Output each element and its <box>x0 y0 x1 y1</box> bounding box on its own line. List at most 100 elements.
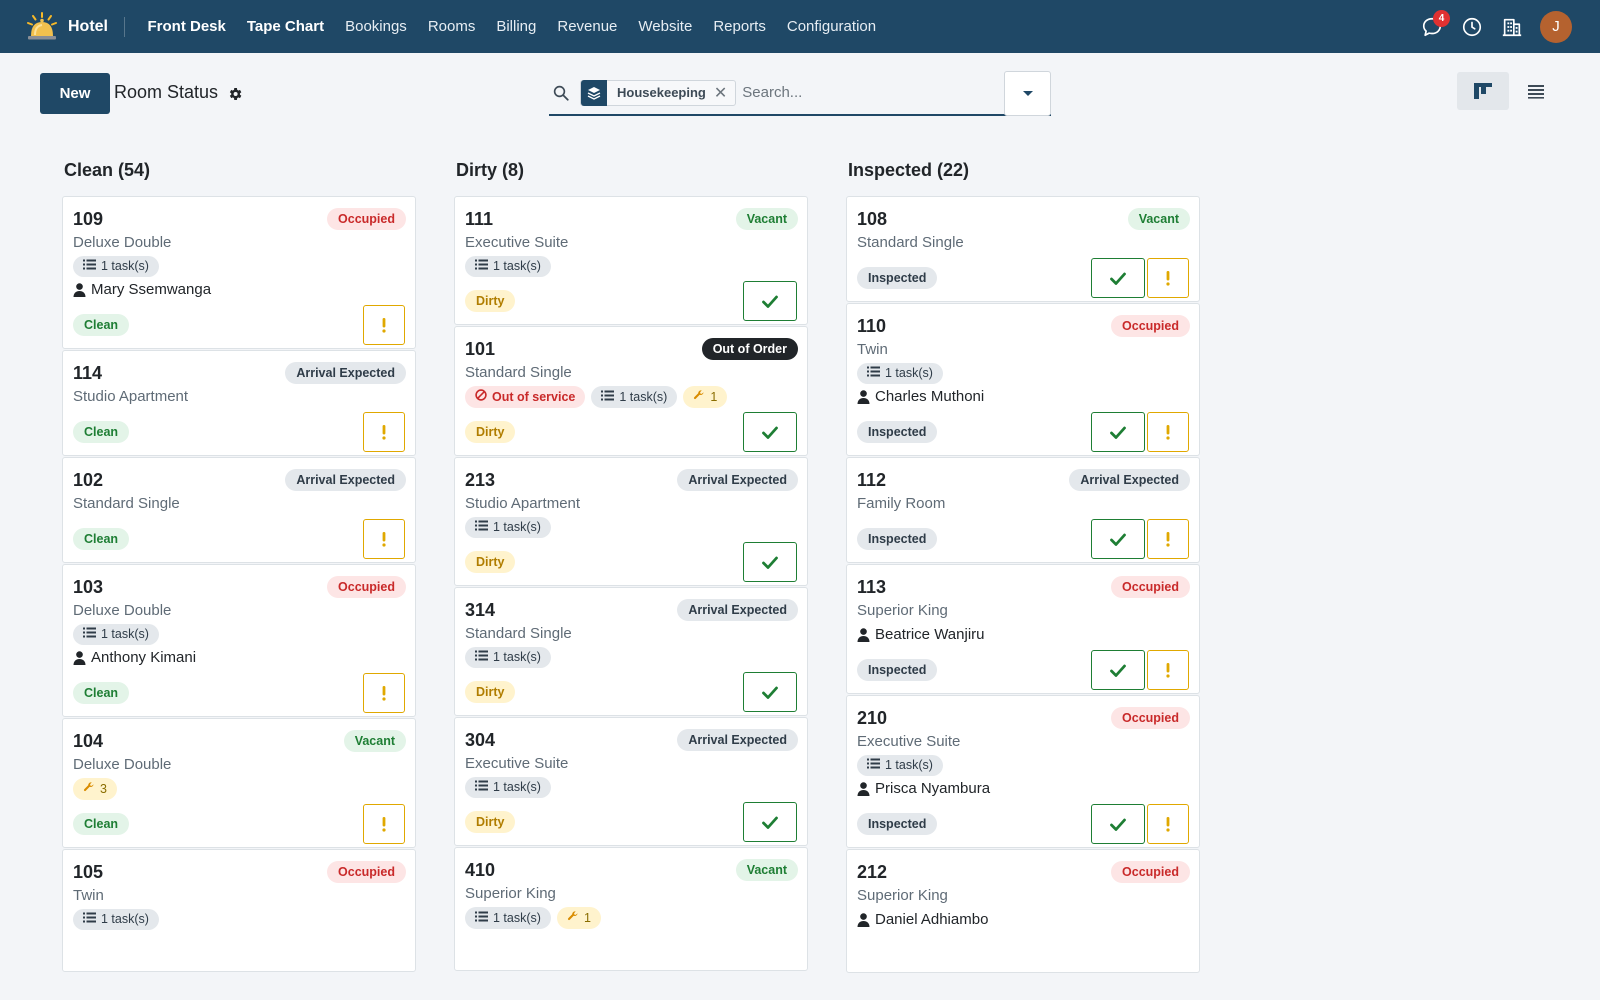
mark-inspected-button[interactable] <box>743 412 797 452</box>
exclamation-icon <box>381 531 387 547</box>
room-card[interactable]: 112 Family Room Arrival Expected Inspected <box>846 457 1200 563</box>
nav-item-rooms[interactable]: Rooms <box>427 18 476 35</box>
tasks-pill[interactable]: 1 task(s) <box>465 907 551 929</box>
task-list-icon <box>475 650 488 665</box>
report-issue-button[interactable] <box>363 305 405 345</box>
tasks-pill[interactable]: 1 task(s) <box>73 909 159 930</box>
maintenance-count: 1 <box>710 389 718 404</box>
report-issue-button[interactable] <box>363 412 405 452</box>
nav-item-front-desk[interactable]: Front Desk <box>147 18 226 35</box>
maintenance-pill[interactable]: 3 <box>73 778 117 800</box>
room-card[interactable]: 109 Deluxe Double Occupied 1 task(s) Mary Ss… <box>62 196 416 349</box>
room-card[interactable]: 104 Deluxe Double Vacant 3 Clean <box>62 718 416 848</box>
report-issue-button[interactable] <box>363 673 405 713</box>
report-issue-button[interactable] <box>1147 804 1189 844</box>
housekeeping-status-badge: Clean <box>73 528 130 550</box>
maintenance-pill[interactable]: 1 <box>683 386 728 408</box>
room-card[interactable]: 113 Superior King Occupied Beatrice Wanjiru… <box>846 564 1200 694</box>
room-type: Executive Suite <box>857 733 961 750</box>
nav-item-tape-chart[interactable]: Tape Chart <box>246 18 325 35</box>
room-card[interactable]: 108 Standard Single Vacant Inspected <box>846 196 1200 302</box>
room-number: 213 <box>465 470 496 490</box>
room-card[interactable]: 101 Standard Single Out of Order Out of ser… <box>454 326 808 456</box>
mark-inspected-button[interactable] <box>743 281 797 321</box>
room-type: Executive Suite <box>465 234 569 251</box>
tasks-pill[interactable]: 1 task(s) <box>73 256 159 277</box>
nav-item-reports[interactable]: Reports <box>713 18 766 35</box>
housekeeping-status-badge: Inspected <box>857 528 938 550</box>
list-view-button[interactable] <box>1510 72 1562 110</box>
nav-item-bookings[interactable]: Bookings <box>345 18 407 35</box>
room-card[interactable]: 102 Standard Single Arrival Expected Clean <box>62 457 416 563</box>
mark-inspected-button[interactable] <box>1091 650 1145 690</box>
card-actions <box>1091 519 1189 559</box>
kanban-icon <box>1474 83 1492 99</box>
tasks-pill[interactable]: 1 task(s) <box>73 624 159 645</box>
housekeeping-status-badge: Clean <box>73 421 130 443</box>
card-actions <box>1091 650 1189 690</box>
room-card[interactable]: 210 Executive Suite Occupied 1 task(s) Prisc… <box>846 695 1200 848</box>
new-button[interactable]: New <box>40 73 110 114</box>
gear-icon[interactable] <box>227 86 243 102</box>
report-issue-button[interactable] <box>1147 258 1189 298</box>
room-card[interactable]: 114 Studio Apartment Arrival Expected Clean <box>62 350 416 456</box>
nav-item-billing[interactable]: Billing <box>496 18 537 35</box>
room-type: Superior King <box>465 885 556 902</box>
report-issue-button[interactable] <box>363 804 405 844</box>
search-input[interactable] <box>742 84 993 101</box>
mark-inspected-button[interactable] <box>1091 258 1145 298</box>
card-actions <box>363 804 405 844</box>
kanban-column: Dirty (8) 111 Executive Suite Vacant 1 task(… <box>454 156 808 980</box>
housekeeping-status-badge: Dirty <box>465 681 516 703</box>
card-actions <box>363 673 405 713</box>
maintenance-pill[interactable]: 1 <box>556 907 601 929</box>
tasks-pill[interactable]: 1 task(s) <box>465 256 551 277</box>
report-issue-button[interactable] <box>363 519 405 559</box>
company-building-icon[interactable] <box>1500 15 1524 39</box>
report-issue-button[interactable] <box>1147 650 1189 690</box>
room-card[interactable]: 213 Studio Apartment Arrival Expected 1 tas… <box>454 457 808 586</box>
card-meta-row: 1 task(s) <box>857 755 1189 776</box>
brand-name: Hotel <box>68 16 125 37</box>
tasks-pill[interactable]: 1 task(s) <box>857 363 943 384</box>
report-issue-button[interactable] <box>1147 519 1189 559</box>
tasks-pill[interactable]: 1 task(s) <box>465 517 551 538</box>
card-footer: Clean <box>73 670 405 716</box>
mark-inspected-button[interactable] <box>743 542 797 582</box>
room-card[interactable]: 410 Superior King Vacant 1 task(s) 1 <box>454 847 808 971</box>
room-card[interactable]: 110 Twin Occupied 1 task(s) Charles Muthoni I… <box>846 303 1200 456</box>
remove-facet-close-icon[interactable]: ✕ <box>713 84 728 102</box>
messages-icon[interactable]: 4 <box>1420 9 1450 39</box>
nav-item-configuration[interactable]: Configuration <box>786 18 877 35</box>
tasks-pill[interactable]: 1 task(s) <box>857 755 943 776</box>
room-card[interactable]: 304 Executive Suite Arrival Expected 1 task… <box>454 717 808 846</box>
nav-item-revenue[interactable]: Revenue <box>557 18 618 35</box>
nav-item-website[interactable]: Website <box>638 18 693 35</box>
guest-name-row: Beatrice Wanjiru <box>857 623 1189 647</box>
housekeeping-status-badge: Dirty <box>465 811 516 833</box>
mark-inspected-button[interactable] <box>1091 804 1145 844</box>
kanban-view-button[interactable] <box>1457 72 1509 110</box>
room-type: Standard Single <box>465 364 572 381</box>
card-meta-row: 1 task(s) <box>465 256 797 277</box>
clock-icon[interactable] <box>1460 15 1484 39</box>
mark-inspected-button[interactable] <box>743 672 797 712</box>
user-icon <box>73 651 86 665</box>
search-options-toggle[interactable] <box>1004 71 1051 116</box>
mark-inspected-button[interactable] <box>743 802 797 842</box>
report-issue-button[interactable] <box>1147 412 1189 452</box>
room-card[interactable]: 103 Deluxe Double Occupied 1 task(s) Anthony… <box>62 564 416 717</box>
brand[interactable]: Hotel <box>0 0 125 53</box>
room-card[interactable]: 105 Twin Occupied 1 task(s) <box>62 849 416 972</box>
guest-name-row: Mary Ssemwanga <box>73 278 405 302</box>
tasks-pill[interactable]: 1 task(s) <box>465 647 551 668</box>
ban-icon <box>475 389 487 405</box>
tasks-pill[interactable]: 1 task(s) <box>591 386 678 408</box>
user-avatar[interactable]: J <box>1540 10 1572 43</box>
mark-inspected-button[interactable] <box>1091 519 1145 559</box>
mark-inspected-button[interactable] <box>1091 412 1145 452</box>
room-card[interactable]: 111 Executive Suite Vacant 1 task(s) Dirty <box>454 196 808 325</box>
room-card[interactable]: 314 Standard Single Arrival Expected 1 task… <box>454 587 808 716</box>
room-card[interactable]: 212 Superior King Occupied Daniel Adhiambo <box>846 849 1200 973</box>
tasks-pill[interactable]: 1 task(s) <box>465 777 551 798</box>
